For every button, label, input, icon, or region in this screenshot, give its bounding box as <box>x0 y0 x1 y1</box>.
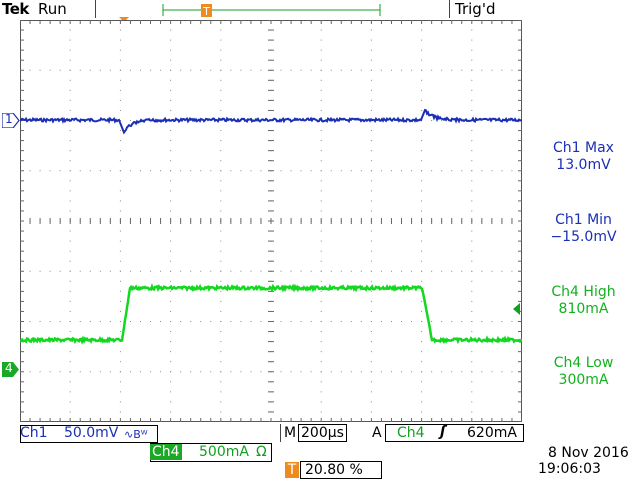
measurement-ch4-low: Ch4 Low 300mA <box>527 355 640 389</box>
timebase-readout[interactable]: 200µs <box>298 424 347 442</box>
trigger-position-readout[interactable]: 20.80 % <box>300 461 382 479</box>
date: 8 Nov 2016 <box>548 445 629 461</box>
trigger-mode: A <box>372 425 382 441</box>
ch1-marker-shape <box>1 112 20 129</box>
measurement-value: 810mA <box>558 301 609 317</box>
measurement-ch4-high: Ch4 High 810mA <box>527 284 640 318</box>
ch4-name: Ch4 <box>150 444 182 460</box>
ch4-marker-shape <box>2 362 19 377</box>
trigger-source: Ch4 <box>397 425 425 441</box>
measurement-label: Ch1 Max <box>553 140 614 156</box>
ch4-marker-label: 4 <box>5 361 13 375</box>
measurement-ch1-max: Ch1 Max 13.0mV <box>527 140 640 174</box>
record-position-label: T <box>202 5 210 18</box>
graticule <box>20 20 522 422</box>
ch1-coupling: ∿Bᵂ <box>124 428 148 441</box>
ch1-marker-label: 1 <box>5 112 13 126</box>
trigger-position-icon: T <box>285 462 299 478</box>
ch1-ground-marker[interactable]: 1 <box>1 112 20 129</box>
divider <box>280 424 281 442</box>
ch1-scale: 50.0mV <box>64 425 119 441</box>
ch1-readout[interactable] <box>20 425 158 443</box>
brand-logo: Tek <box>2 0 29 18</box>
ch1-waveform <box>20 108 522 135</box>
record-position-marker: T <box>201 4 212 18</box>
divider <box>449 0 450 18</box>
measurement-ch1-min: Ch1 Min −15.0mV <box>527 212 640 246</box>
trigger-level: 620mA <box>467 425 517 441</box>
ch4-waveform <box>20 283 522 345</box>
divider <box>95 0 96 18</box>
measurement-label: Ch4 High <box>551 284 616 300</box>
time: 19:06:03 <box>538 461 601 477</box>
record-window-indicator: T <box>162 4 381 18</box>
trigger-level-marker[interactable] <box>512 303 522 315</box>
ch4-coupling: Ω <box>256 444 267 460</box>
measurement-value: −15.0mV <box>550 229 617 245</box>
timebase-prefix: M <box>284 425 297 441</box>
status-bar: Tek Run Trig'd T <box>0 0 640 20</box>
measurement-label: Ch4 Low <box>553 355 614 371</box>
trigger-state: Trig'd <box>455 0 496 18</box>
trigger-slope-icon: ʃ <box>440 424 446 440</box>
trigger-readout[interactable] <box>385 424 524 442</box>
measurement-label: Ch1 Min <box>555 212 612 228</box>
waveform-display[interactable] <box>20 20 522 422</box>
measurement-value: 300mA <box>558 372 609 388</box>
acquisition-state: Run <box>38 0 67 18</box>
measurement-value: 13.0mV <box>556 157 611 173</box>
ch1-name: Ch1 <box>20 425 48 441</box>
ch4-scale: 500mA <box>199 444 249 460</box>
ch4-ground-marker[interactable]: 4 <box>2 361 19 377</box>
